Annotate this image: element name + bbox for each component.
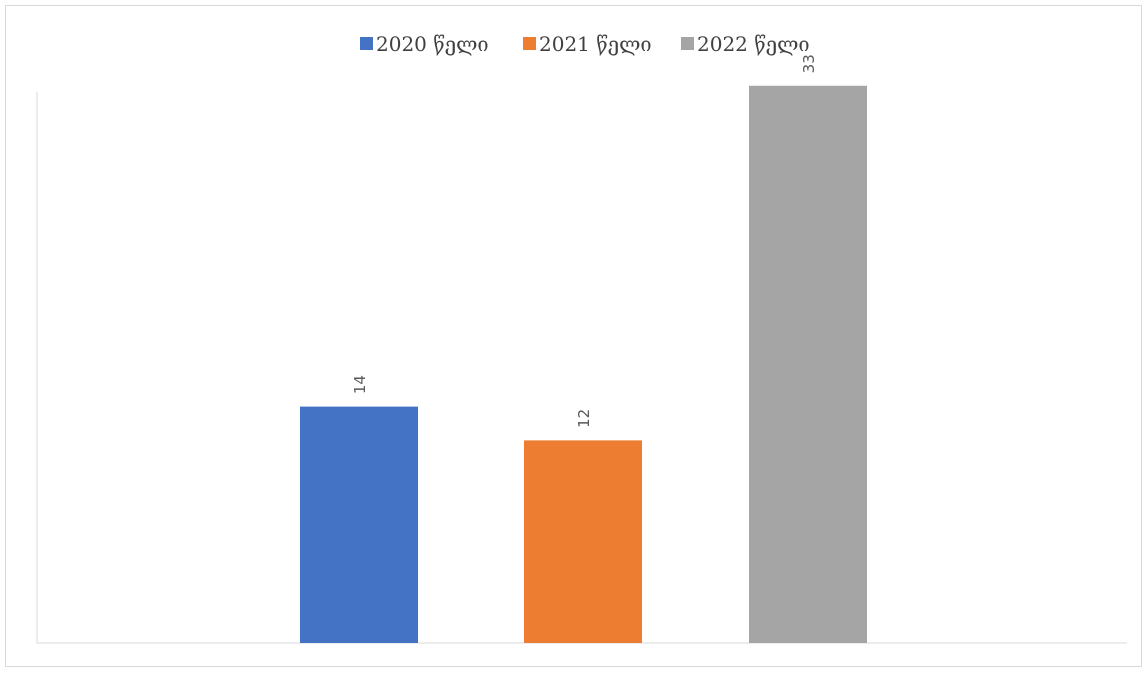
bar-2 — [524, 440, 642, 643]
data-labels-group: 14 12 33 — [351, 54, 818, 428]
legend-label-1: 2020 წელი — [376, 32, 489, 56]
data-label-3: 33 — [800, 54, 818, 73]
legend-swatch-2 — [523, 37, 536, 50]
legend: 2020 წელი 2021 წელი 2022 წელი — [360, 32, 810, 56]
bar-3 — [749, 85, 867, 644]
legend-swatch-3 — [681, 37, 694, 50]
legend-swatch-1 — [360, 37, 373, 50]
data-label-2: 12 — [575, 409, 593, 428]
bar-1 — [300, 406, 418, 643]
bars-group — [300, 85, 867, 644]
data-label-1: 14 — [351, 375, 369, 394]
legend-label-2: 2021 წელი — [539, 32, 652, 56]
legend-label-3: 2022 წელი — [697, 32, 810, 56]
